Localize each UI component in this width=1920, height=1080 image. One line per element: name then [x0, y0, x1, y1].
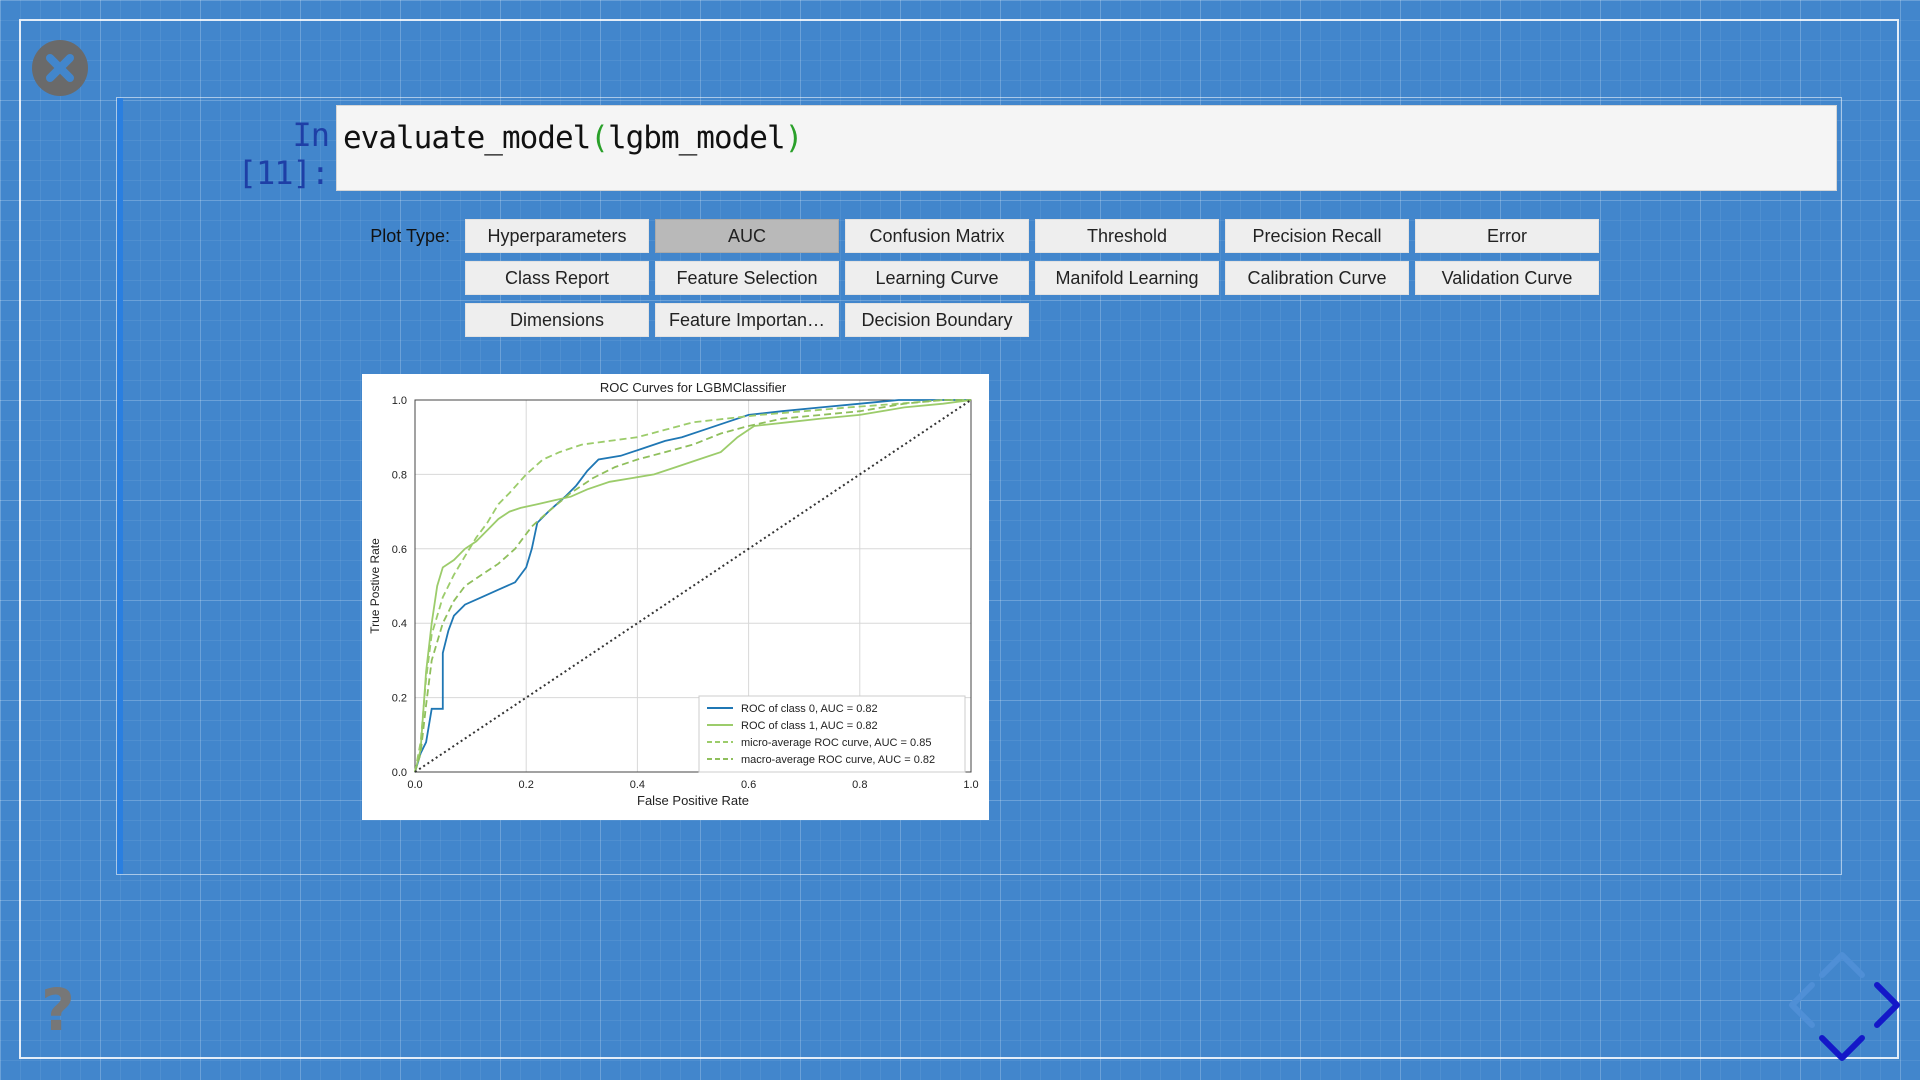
y-tick-label: 0.4 [392, 618, 407, 630]
plot-type-button-dimensions[interactable]: Dimensions [465, 303, 649, 337]
plot-type-button-validation-curve[interactable]: Validation Curve [1415, 261, 1599, 295]
x-tick-label: 0.0 [407, 779, 422, 791]
notebook-cell[interactable]: In [11]: evaluate_model(lgbm_model) Plot… [116, 97, 1842, 875]
code-close-paren: ) [784, 120, 804, 156]
plot-type-button-feature-selection[interactable]: Feature Selection [655, 261, 839, 295]
x-tick-label: 0.6 [741, 779, 756, 791]
question-mark-icon: ? [41, 976, 75, 1044]
y-tick-label: 1.0 [392, 395, 407, 407]
legend-entry-label: ROC of class 1, AUC = 0.82 [741, 720, 878, 732]
y-tick-label: 0.2 [392, 693, 407, 705]
cell-selection-bar [117, 98, 123, 874]
slide-frame [19, 19, 1899, 1059]
roc-series-line-2 [414, 399, 971, 773]
code-open-paren: ( [590, 120, 609, 156]
plot-type-button-class-report[interactable]: Class Report [465, 261, 649, 295]
chevron-down-icon[interactable] [1819, 1035, 1865, 1061]
close-button[interactable] [32, 40, 88, 96]
plot-type-button-feature-importance[interactable]: Feature Importan… [655, 303, 839, 337]
roc-series-line-3 [414, 399, 971, 773]
plot-area-border [414, 399, 972, 773]
plot-type-label: Plot Type: [370, 226, 450, 246]
chevron-left-icon[interactable] [1789, 982, 1815, 1028]
code-function: evaluate_model [343, 120, 591, 156]
plot-type-button-precision-recall[interactable]: Precision Recall [1225, 219, 1409, 253]
x-tick-label: 0.4 [630, 779, 645, 791]
input-prompt: In [11]: [237, 116, 330, 192]
legend-box [698, 695, 966, 773]
roc-plot-output: 0.0 0.2 0.4 0.6 0.8 1.0 0.0 0.2 0.4 0.6 0.8 1.0 ROC … [362, 374, 989, 820]
roc-chart: 0.0 0.2 0.4 0.6 0.8 1.0 0.0 0.2 0.4 0.6 0.8 1.0 ROC … [368, 380, 979, 808]
close-icon [46, 54, 74, 82]
plot-type-button-manifold-learning[interactable]: Manifold Learning [1035, 261, 1219, 295]
chevron-right-icon[interactable] [1874, 982, 1900, 1028]
plot-type-button-auc[interactable]: AUC [655, 219, 839, 253]
y-tick-label: 0.8 [392, 469, 407, 481]
x-tick-label: 0.8 [852, 779, 867, 791]
plot-type-button-error[interactable]: Error [1415, 219, 1599, 253]
y-tick-label: 0.0 [392, 767, 407, 779]
code-argument: lgbm_model [607, 120, 786, 156]
plot-type-button-threshold[interactable]: Threshold [1035, 219, 1219, 253]
legend-entry-label: macro-average ROC curve, AUC = 0.82 [741, 754, 935, 766]
code-input[interactable]: evaluate_model(lgbm_model) [336, 105, 1837, 191]
roc-series-line-1 [414, 399, 972, 773]
y-axis-label: True Postive Rate [368, 538, 382, 634]
x-tick-label: 0.2 [519, 779, 534, 791]
chance-diagonal-line [414, 399, 972, 773]
y-tick-label: 0.6 [392, 544, 407, 556]
legend-entry-label: micro-average ROC curve, AUC = 0.85 [741, 737, 931, 749]
plot-type-button-hyperparameters[interactable]: Hyperparameters [465, 219, 649, 253]
chart-title: ROC Curves for LGBMClassifier [600, 380, 787, 395]
chevron-up-icon[interactable] [1819, 952, 1865, 978]
plot-type-button-calibration-curve[interactable]: Calibration Curve [1225, 261, 1409, 295]
plot-type-button-confusion-matrix[interactable]: Confusion Matrix [845, 219, 1029, 253]
plot-type-button-decision-boundary[interactable]: Decision Boundary [845, 303, 1029, 337]
help-button[interactable]: ? [38, 980, 78, 1040]
slide-navigation [1782, 945, 1902, 1065]
x-axis-label: False Positive Rate [637, 793, 749, 808]
legend-entry-label: ROC of class 0, AUC = 0.82 [741, 703, 878, 715]
x-tick-label: 1.0 [963, 779, 978, 791]
plot-type-button-learning-curve[interactable]: Learning Curve [845, 261, 1029, 295]
